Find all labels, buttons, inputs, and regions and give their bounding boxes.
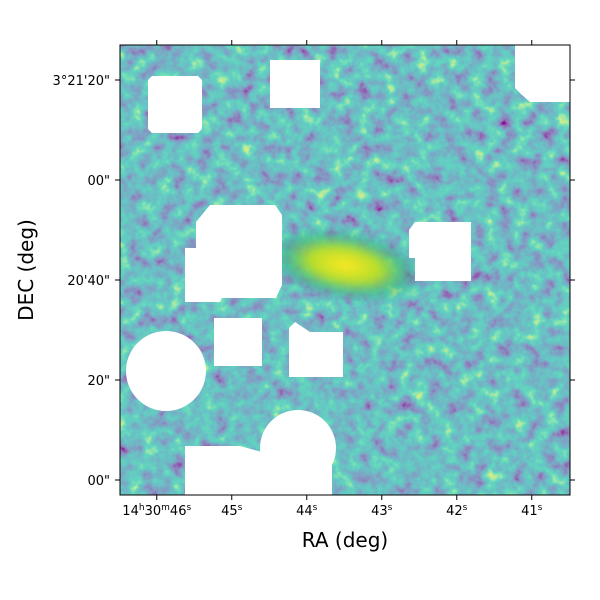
x-tick-label: 41s (521, 503, 543, 519)
y-tick-label: 3°21'20" (53, 74, 110, 89)
masks (126, 45, 570, 495)
y-tick-label: 00" (87, 174, 110, 189)
x-axis-label: RA (deg) (302, 528, 388, 552)
x-tick-label: 45s (221, 503, 243, 519)
frame (119, 44, 571, 496)
galaxy (265, 227, 425, 303)
y-tick-label: 00" (87, 474, 110, 489)
x-tick-label: 43s (371, 503, 393, 519)
y-tick-label: 20" (87, 374, 110, 389)
y-axis-label: DEC (deg) (14, 219, 38, 321)
x-tick-label: 42s (446, 503, 468, 519)
y-tick-label: 20'40" (67, 274, 110, 289)
image (120, 45, 570, 495)
x-tick-label: 14h30m46s (122, 503, 191, 519)
x-tick-label: 44s (296, 503, 318, 519)
